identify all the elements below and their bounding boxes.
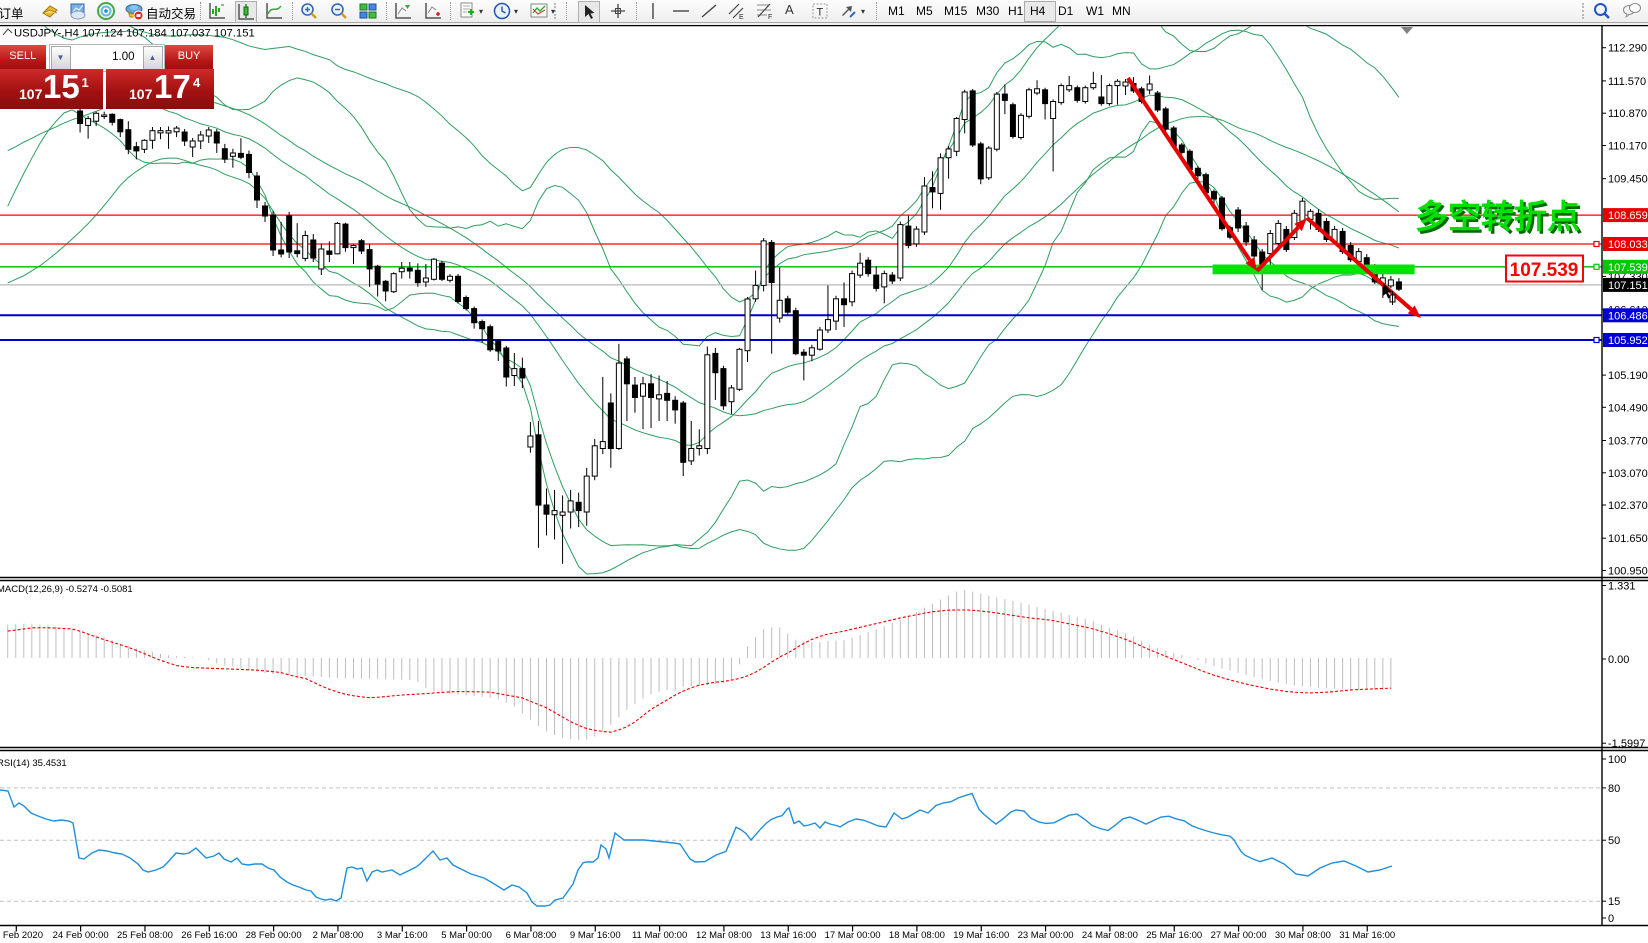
svg-text:-1.5997: -1.5997 <box>1608 738 1645 750</box>
svg-text:24 Mar 08:00: 24 Mar 08:00 <box>1082 930 1138 941</box>
svg-text:13 Mar 16:00: 13 Mar 16:00 <box>760 930 816 941</box>
svg-text:26 Feb 16:00: 26 Feb 16:00 <box>181 930 237 941</box>
svg-text:15: 15 <box>1608 896 1620 908</box>
svg-text:105.952: 105.952 <box>1608 335 1648 347</box>
svg-text:9 Mar 16:00: 9 Mar 16:00 <box>570 930 621 941</box>
svg-text:103.770: 103.770 <box>1608 436 1648 448</box>
svg-text:0.00: 0.00 <box>1608 654 1629 666</box>
svg-text:104.490: 104.490 <box>1608 402 1648 414</box>
svg-text:23 Mar 00:00: 23 Mar 00:00 <box>1018 930 1074 941</box>
svg-text:E: E <box>739 14 744 21</box>
svg-text:103.070: 103.070 <box>1608 468 1648 480</box>
svg-text:28 Feb 00:00: 28 Feb 00:00 <box>246 930 302 941</box>
svg-text:102.370: 102.370 <box>1608 500 1648 512</box>
svg-text:12 Mar 08:00: 12 Mar 08:00 <box>696 930 752 941</box>
svg-text:100: 100 <box>1608 754 1626 766</box>
svg-text:0: 0 <box>1608 913 1614 925</box>
svg-text:F: F <box>768 14 772 21</box>
svg-text:110.870: 110.870 <box>1608 108 1647 120</box>
svg-text:108.033: 108.033 <box>1608 239 1648 251</box>
svg-text:2 Mar 08:00: 2 Mar 08:00 <box>313 930 364 941</box>
svg-text:107.151: 107.151 <box>1608 280 1648 292</box>
svg-text:17 Mar 00:00: 17 Mar 00:00 <box>825 930 881 941</box>
svg-text:3 Mar 16:00: 3 Mar 16:00 <box>377 930 428 941</box>
svg-text:105.190: 105.190 <box>1608 370 1648 382</box>
svg-text:50: 50 <box>1608 835 1620 847</box>
svg-text:31 Mar 16:00: 31 Mar 16:00 <box>1339 930 1395 941</box>
svg-text:5 Mar 00:00: 5 Mar 00:00 <box>441 930 492 941</box>
svg-text:101.650: 101.650 <box>1608 533 1648 545</box>
svg-text:100.950: 100.950 <box>1608 566 1648 578</box>
svg-text:6 Mar 08:00: 6 Mar 08:00 <box>506 930 557 941</box>
svg-text:1.331: 1.331 <box>1608 581 1636 593</box>
svg-text:多空转折点: 多空转折点 <box>1415 198 1580 235</box>
svg-text:30 Mar 08:00: 30 Mar 08:00 <box>1275 930 1331 941</box>
svg-text:MACD(12,26,9) -0.5274 -0.5081: MACD(12,26,9) -0.5274 -0.5081 <box>0 584 133 595</box>
svg-text:多空转折点: 多空转折点 <box>1418 201 1583 238</box>
svg-text:80: 80 <box>1608 783 1620 795</box>
svg-text:21 Feb 2020: 21 Feb 2020 <box>0 930 43 941</box>
svg-text:110.170: 110.170 <box>1608 141 1647 153</box>
svg-text:RSI(14) 35.4531: RSI(14) 35.4531 <box>0 758 67 769</box>
svg-text:T: T <box>817 7 824 19</box>
svg-text:USDJPY-,H4 107.124 107.184 10: USDJPY-,H4 107.124 107.184 107.037 107.1… <box>14 28 255 40</box>
svg-text:111.570: 111.570 <box>1608 76 1646 88</box>
svg-text:18 Mar 08:00: 18 Mar 08:00 <box>889 930 945 941</box>
svg-text:106.486: 106.486 <box>1608 310 1648 322</box>
svg-text:109.450: 109.450 <box>1608 174 1648 186</box>
svg-text:19 Mar 16:00: 19 Mar 16:00 <box>953 930 1009 941</box>
svg-text:27 Mar 00:00: 27 Mar 00:00 <box>1211 930 1267 941</box>
svg-text:107.539: 107.539 <box>1608 262 1648 274</box>
svg-text:108.659: 108.659 <box>1608 210 1648 222</box>
svg-text:11 Mar 00:00: 11 Mar 00:00 <box>632 930 687 941</box>
svg-text:25 Mar 16:00: 25 Mar 16:00 <box>1146 930 1202 941</box>
svg-text:107.539: 107.539 <box>1510 260 1579 281</box>
svg-text:25 Feb 08:00: 25 Feb 08:00 <box>117 930 173 941</box>
svg-text:24 Feb 00:00: 24 Feb 00:00 <box>53 930 109 941</box>
svg-text:112.290: 112.290 <box>1608 43 1647 55</box>
